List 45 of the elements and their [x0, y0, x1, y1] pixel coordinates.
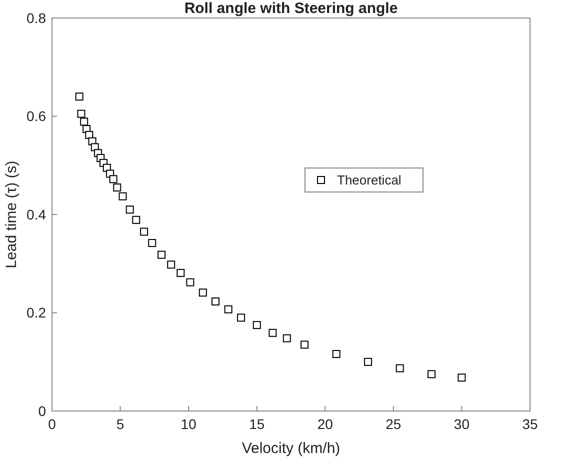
point: [113, 183, 122, 192]
x-tick-label: 25: [386, 416, 402, 432]
point: [148, 238, 156, 247]
point: [126, 206, 134, 214]
point: [300, 340, 309, 349]
point: [109, 175, 118, 184]
point: [211, 297, 220, 306]
chart-title: Roll angle with Steering angle: [184, 0, 398, 17]
point: [167, 260, 176, 269]
point: [224, 305, 232, 314]
point: [198, 288, 207, 297]
x-tick-label: 35: [522, 416, 538, 432]
point: [158, 250, 166, 259]
point: [85, 130, 94, 139]
point: [176, 268, 185, 277]
point: [186, 278, 194, 286]
point: [458, 374, 466, 382]
point: [428, 370, 436, 378]
point: [396, 364, 404, 372]
x-tick-label: 30: [454, 416, 470, 432]
point: [237, 314, 246, 322]
x-tick-label: 0: [48, 416, 56, 432]
x-tick-label: 10: [180, 416, 197, 432]
point: [75, 92, 84, 101]
point: [140, 228, 148, 236]
y-axis-title: Lead time (τ) (s): [3, 160, 20, 268]
x-tick-label: 15: [249, 416, 265, 432]
point: [364, 358, 372, 366]
x-tick-label: 20: [317, 416, 334, 432]
point: [132, 216, 140, 224]
legend-label: Theoretical: [337, 172, 402, 188]
x-tick-label: 5: [116, 416, 124, 432]
point: [332, 350, 340, 358]
point: [282, 334, 291, 342]
point: [252, 321, 261, 330]
y-tick-label: 0: [38, 402, 46, 419]
y-tick-label: 0.6: [26, 108, 46, 124]
point: [80, 118, 88, 126]
x-axis-title: Velocity (km/h): [242, 440, 340, 457]
y-tick-label: 0.2: [26, 304, 46, 321]
y-tick-label: 0.8: [26, 10, 46, 26]
point: [77, 110, 86, 118]
point: [268, 328, 277, 337]
point: [118, 192, 127, 200]
y-tick-label: 0.4: [26, 206, 46, 222]
